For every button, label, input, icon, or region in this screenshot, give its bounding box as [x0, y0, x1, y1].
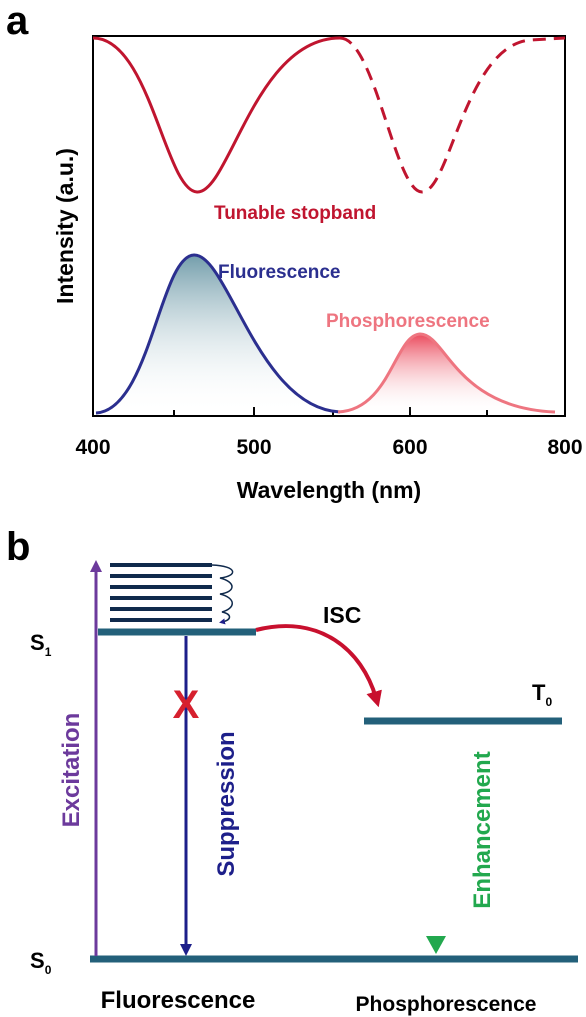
- relaxation-squiggle-icon: [211, 564, 234, 625]
- excitation-label: Excitation: [58, 713, 85, 828]
- x-tick-400: 400: [75, 436, 110, 459]
- x-tick-500: 500: [236, 436, 271, 459]
- x-tick-600: 600: [392, 436, 427, 459]
- bottom-label-phosphorescence: Phosphorescence: [356, 993, 537, 1016]
- x-tick-800: 800: [547, 436, 582, 459]
- phosphorescence-fill: [338, 334, 555, 414]
- t0-label: T0: [532, 680, 552, 709]
- y-axis-label: Intensity (a.u.): [52, 148, 78, 304]
- plot-frame: [92, 35, 566, 417]
- x-axis-label: Wavelength (nm): [237, 477, 421, 503]
- fluorescence-fill: [96, 254, 340, 414]
- fluorescence-peak-label: Fluorescence: [218, 262, 341, 283]
- fluorescence-curve: [95, 253, 341, 415]
- x-tick-labels: 400 500 600 800: [75, 436, 582, 459]
- stopband-curve-solid: [92, 36, 341, 194]
- isc-label: ISC: [323, 602, 361, 628]
- s0-label: S0: [30, 948, 52, 977]
- isc-arrow: [255, 624, 382, 708]
- s1-label: S1: [30, 630, 52, 659]
- enhancement-label: Enhancement: [469, 751, 496, 908]
- stopband-label: Tunable stopband: [214, 203, 376, 224]
- stopband-curve-dashed: [339, 36, 566, 194]
- suppression-cross-icon: X: [173, 683, 200, 727]
- phosphorescence-curve: [337, 332, 556, 414]
- panel-b-label: b: [6, 525, 30, 569]
- enhancement-arrowhead: [426, 936, 446, 954]
- suppression-label: Suppression: [213, 731, 240, 876]
- panel-a-label: a: [6, 0, 29, 43]
- vibrational-levels: [110, 563, 212, 622]
- bottom-label-fluorescence: Fluorescence: [101, 987, 256, 1014]
- phosphorescence-peak-label: Phosphorescence: [326, 311, 490, 332]
